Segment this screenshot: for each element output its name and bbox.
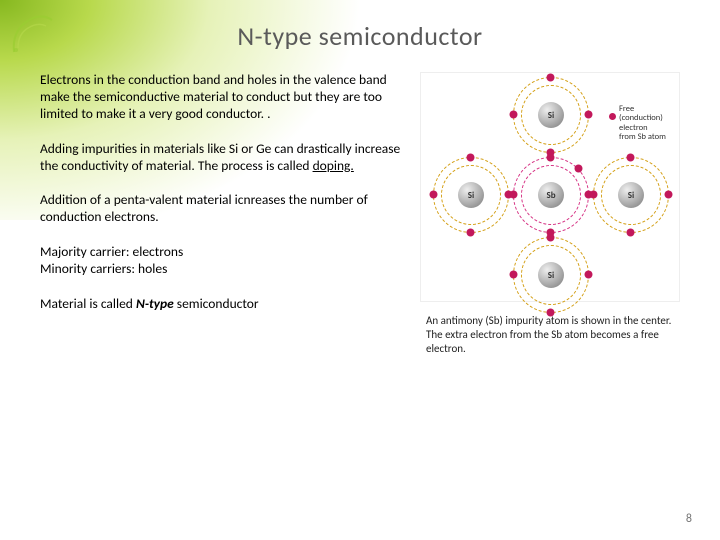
nucleus-label: Si xyxy=(538,102,564,128)
free-electron-icon xyxy=(609,113,616,120)
free-label-line1: Free (conduction) electron xyxy=(619,104,663,133)
atom-si-left: Si xyxy=(433,157,509,233)
doping-term: doping. xyxy=(313,157,354,174)
free-electron-label: Free (conduction) electron from Sb atom xyxy=(619,105,679,142)
atom-si-bottom: Si xyxy=(513,237,589,313)
paragraph-3: Addition of a penta-valent material icnr… xyxy=(40,192,402,226)
slide-title: N-type semiconductor xyxy=(40,20,680,52)
paragraph-5: Material is called N-type semiconductor xyxy=(40,296,402,313)
paragraph-4: Majority carrier: electrons Minority car… xyxy=(40,244,402,278)
paragraph-1: Electrons in the conduction band and hol… xyxy=(40,72,402,123)
free-label-line2: from Sb atom xyxy=(619,132,666,142)
para5-pre: Material is called xyxy=(40,295,136,312)
page-number: 8 xyxy=(686,512,692,526)
figure-caption: An antimony (Sb) impurity atom is shown … xyxy=(420,314,680,355)
ntype-term: N-type xyxy=(136,295,174,312)
nucleus-label: Sb xyxy=(538,182,564,208)
slide-content: N-type semiconductor Electrons in the co… xyxy=(0,0,720,355)
para5-post: semiconductor xyxy=(174,295,259,312)
atom-si-top: Si xyxy=(513,77,589,153)
crystal-lattice-diagram: Si Si Sb xyxy=(420,72,680,302)
nucleus-label: Si xyxy=(618,182,644,208)
atom-si-right: Si xyxy=(593,157,669,233)
figure-column: Si Si Sb xyxy=(420,72,680,355)
atom-sb-center: Sb xyxy=(513,157,589,233)
nucleus-label: Si xyxy=(538,262,564,288)
nucleus-label: Si xyxy=(458,182,484,208)
paragraph-2: Adding impurities in materials like Si o… xyxy=(40,141,402,175)
two-column-layout: Electrons in the conduction band and hol… xyxy=(40,72,680,355)
text-column: Electrons in the conduction band and hol… xyxy=(40,72,402,355)
majority-carrier: Majority carrier: electrons xyxy=(40,243,183,260)
minority-carrier: Minority carriers: holes xyxy=(40,260,167,277)
